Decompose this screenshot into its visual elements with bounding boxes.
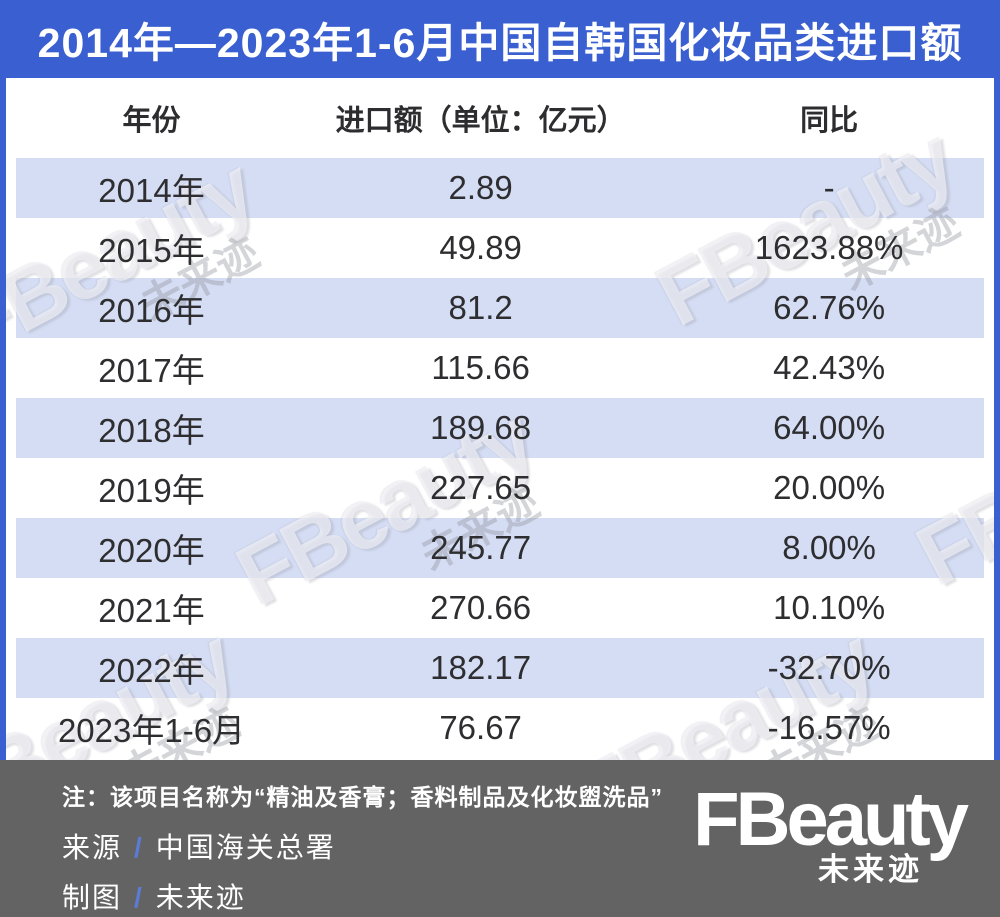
- import-cell: 227.65: [430, 469, 532, 506]
- year-cell: 2022年: [98, 652, 205, 689]
- credit-line: 制图 / 未来迹: [62, 876, 1000, 916]
- yoy-cell: 1623.88%: [754, 229, 904, 266]
- yoy-cell: 62.76%: [773, 289, 886, 326]
- import-table: 年份 进口额（单位：亿元） 同比 2014年 2.89 - 2015年 49.8…: [6, 78, 994, 760]
- column-header-yoy: 同比: [800, 105, 859, 137]
- import-cell: 189.68: [430, 409, 532, 446]
- year-cell: 2019年: [98, 472, 205, 509]
- source-label: 来源: [62, 832, 123, 863]
- year-cell: 2017年: [98, 352, 205, 389]
- import-cell: 49.89: [439, 229, 522, 266]
- slash-divider: /: [134, 882, 144, 913]
- yoy-cell: -32.70%: [767, 649, 891, 686]
- yoy-cell: -16.57%: [767, 709, 891, 746]
- slash-divider: /: [134, 832, 144, 863]
- yoy-cell: 8.00%: [782, 529, 876, 566]
- table-row: 2023年1-6月 76.67 -16.57%: [16, 698, 984, 758]
- credit-value: 未来迹: [155, 882, 246, 913]
- import-cell: 2.89: [448, 169, 513, 206]
- table-row: 2018年 189.68 64.00%: [16, 398, 984, 458]
- column-header-import-value: 进口额（单位：亿元）: [335, 105, 626, 137]
- footnote: 注：该项目名称为“精油及香膏；香料制品及化妆盥洗品”: [62, 784, 663, 810]
- column-header-year: 年份: [122, 105, 181, 137]
- yoy-cell: 10.10%: [773, 589, 886, 626]
- table-row: 2015年 49.89 1623.88%: [16, 218, 984, 278]
- import-cell: 76.67: [439, 709, 522, 746]
- year-cell: 2016年: [98, 292, 205, 329]
- table-row: 2021年 270.66 10.10%: [16, 578, 984, 638]
- year-cell: 2015年: [98, 232, 205, 269]
- year-cell: 2014年: [98, 172, 205, 209]
- table-row: 2019年 227.65 20.00%: [16, 458, 984, 518]
- import-cell: 115.66: [431, 349, 530, 386]
- table-row: 2016年 81.2 62.76%: [16, 278, 984, 338]
- yoy-cell: 42.43%: [773, 349, 886, 386]
- table-header-row: 年份 进口额（单位：亿元） 同比: [16, 78, 984, 158]
- year-cell: 2020年: [98, 532, 205, 569]
- source-line: 来源 / 中国海关总署: [62, 826, 1000, 866]
- page-title: 2014年—2023年1-6月中国自韩国化妆品类进口额: [37, 20, 963, 66]
- yoy-cell: -: [823, 169, 835, 206]
- fbeauty-logo-wordmark: FBeauty: [693, 777, 969, 862]
- table-row: 2014年 2.89 -: [16, 158, 984, 218]
- yoy-cell: 64.00%: [773, 409, 886, 446]
- credit-label: 制图: [62, 882, 123, 913]
- yoy-cell: 20.00%: [773, 469, 886, 506]
- fbeauty-logo: FBeauty 未来迹: [693, 777, 969, 887]
- fbeauty-logo-chinese: 未来迹: [818, 852, 923, 887]
- import-cell: 81.2: [448, 289, 513, 326]
- title-bar: 2014年—2023年1-6月中国自韩国化妆品类进口额: [0, 0, 1000, 78]
- year-cell: 2023年1-6月: [57, 712, 246, 749]
- import-cell: 270.66: [430, 589, 532, 626]
- year-cell: 2021年: [98, 592, 205, 629]
- import-cell: 182.17: [430, 649, 532, 686]
- table-row: 2020年 245.77 8.00%: [16, 518, 984, 578]
- footer: 注：该项目名称为“精油及香膏；香料制品及化妆盥洗品” 来源 / 中国海关总署 制图 /…: [0, 760, 1000, 917]
- table-row: 2017年 115.66 42.43%: [16, 338, 984, 398]
- table-row: 2022年 182.17 -32.70%: [16, 638, 984, 698]
- source-value: 中国海关总署: [155, 832, 336, 863]
- table-frame: 年份 进口额（单位：亿元） 同比 2014年 2.89 - 2015年 49.8…: [0, 78, 1000, 760]
- year-cell: 2018年: [98, 412, 205, 449]
- import-cell: 245.77: [430, 529, 532, 566]
